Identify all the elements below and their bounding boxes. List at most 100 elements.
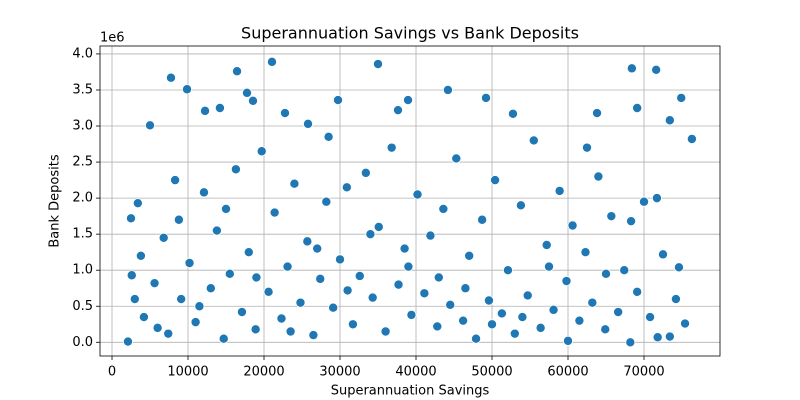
- point: [341, 182, 352, 193]
- point: [138, 312, 149, 323]
- point: [243, 247, 254, 258]
- x-tick-label: 70000: [623, 365, 664, 380]
- point: [386, 142, 397, 153]
- point: [515, 200, 526, 211]
- point: [232, 66, 243, 77]
- point: [312, 243, 323, 254]
- point: [190, 317, 201, 328]
- point: [129, 294, 140, 305]
- point: [480, 92, 491, 103]
- point: [639, 196, 650, 207]
- y-axis-label: Bank Deposits: [48, 154, 63, 247]
- point: [126, 270, 137, 281]
- y-tick-label: 2.5: [72, 155, 93, 170]
- point: [574, 315, 585, 326]
- point: [458, 315, 469, 326]
- point: [517, 312, 528, 323]
- point: [593, 171, 604, 182]
- point: [289, 178, 300, 189]
- point: [483, 295, 494, 306]
- point: [256, 146, 267, 157]
- point: [509, 328, 520, 339]
- point: [619, 265, 630, 276]
- chart-title: Superannuation Savings vs Bank Deposits: [241, 24, 579, 43]
- point: [321, 196, 332, 207]
- point: [582, 142, 593, 153]
- point: [241, 87, 252, 98]
- point: [686, 133, 697, 144]
- point: [285, 326, 296, 337]
- point: [218, 333, 229, 344]
- point: [205, 283, 216, 294]
- point: [419, 288, 430, 299]
- point: [445, 299, 456, 310]
- point: [601, 268, 612, 279]
- point: [651, 64, 662, 75]
- point: [658, 249, 669, 260]
- point: [471, 333, 482, 344]
- point: [535, 322, 546, 333]
- point: [315, 273, 326, 284]
- point: [399, 243, 410, 254]
- point: [360, 167, 371, 178]
- point: [606, 211, 617, 222]
- point: [652, 332, 663, 343]
- point: [276, 313, 287, 324]
- x-axis-label: Superannuation Savings: [331, 384, 490, 399]
- point: [592, 108, 603, 119]
- point: [487, 319, 498, 330]
- point: [342, 285, 353, 296]
- point: [135, 250, 146, 261]
- point: [563, 335, 574, 346]
- point: [580, 247, 591, 258]
- point: [367, 292, 378, 303]
- point: [373, 59, 384, 70]
- point: [432, 321, 443, 332]
- point: [502, 265, 513, 276]
- y-tick-label: 3.0: [72, 119, 93, 134]
- point: [554, 185, 565, 196]
- point: [645, 312, 656, 323]
- point: [412, 189, 423, 200]
- y-offset-label: 1e6: [100, 31, 125, 46]
- point: [626, 216, 637, 227]
- point: [152, 322, 163, 333]
- point: [567, 220, 578, 231]
- point: [173, 214, 184, 225]
- point: [664, 331, 675, 342]
- point: [393, 279, 404, 290]
- point: [403, 261, 414, 272]
- point: [507, 108, 518, 119]
- y-tick-label: 1.5: [72, 227, 93, 242]
- point: [221, 203, 232, 214]
- point: [548, 304, 559, 315]
- point: [279, 108, 290, 119]
- point: [230, 164, 241, 175]
- point: [442, 84, 453, 95]
- point: [490, 175, 501, 186]
- point: [211, 225, 222, 236]
- point: [632, 103, 643, 114]
- point: [170, 175, 181, 186]
- x-tick-label: 50000: [471, 365, 512, 380]
- point: [670, 294, 681, 305]
- point: [651, 193, 662, 204]
- point: [406, 309, 417, 320]
- point: [126, 213, 137, 224]
- point: [282, 261, 293, 272]
- point: [451, 153, 462, 164]
- point: [263, 286, 274, 297]
- point: [464, 250, 475, 261]
- point: [158, 232, 169, 243]
- point: [477, 214, 488, 225]
- point: [184, 257, 195, 268]
- point: [365, 229, 376, 240]
- point: [380, 326, 391, 337]
- point: [308, 330, 319, 341]
- point: [354, 270, 365, 281]
- point: [587, 297, 598, 308]
- point: [236, 307, 247, 318]
- point: [403, 95, 414, 106]
